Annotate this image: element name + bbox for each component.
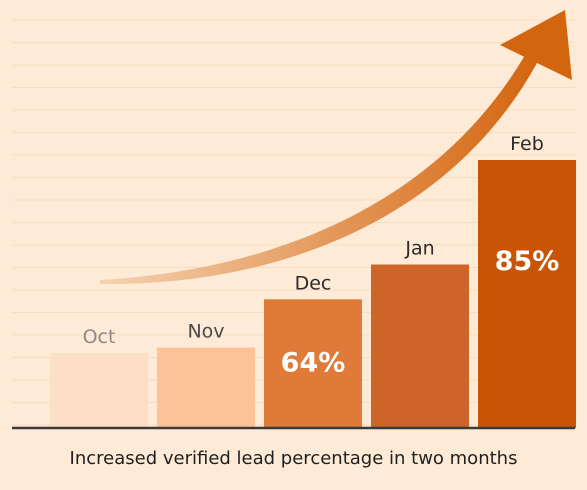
month-label-oct: Oct: [83, 326, 116, 348]
month-label-dec: Dec: [295, 272, 332, 294]
bar-jan: [371, 264, 469, 428]
month-label-nov: Nov: [187, 321, 224, 343]
value-label-feb: 85%: [495, 246, 560, 277]
trend-arrow-body: [100, 55, 537, 285]
trend-arrow: [100, 10, 572, 285]
bar-oct: [50, 352, 148, 428]
bars: [50, 160, 576, 428]
month-label-feb: Feb: [510, 133, 544, 155]
bar-dec: [264, 299, 362, 428]
chart-caption: Increased verified lead percentage in tw…: [69, 448, 518, 469]
trend-arrow-head: [500, 10, 572, 80]
bar-nov: [157, 347, 255, 428]
month-label-jan: Jan: [404, 238, 434, 260]
labels: Oct Nov Dec 64% Jan Feb 85%: [83, 133, 560, 379]
bar-feb: [478, 160, 576, 428]
value-label-dec: 64%: [281, 348, 346, 379]
